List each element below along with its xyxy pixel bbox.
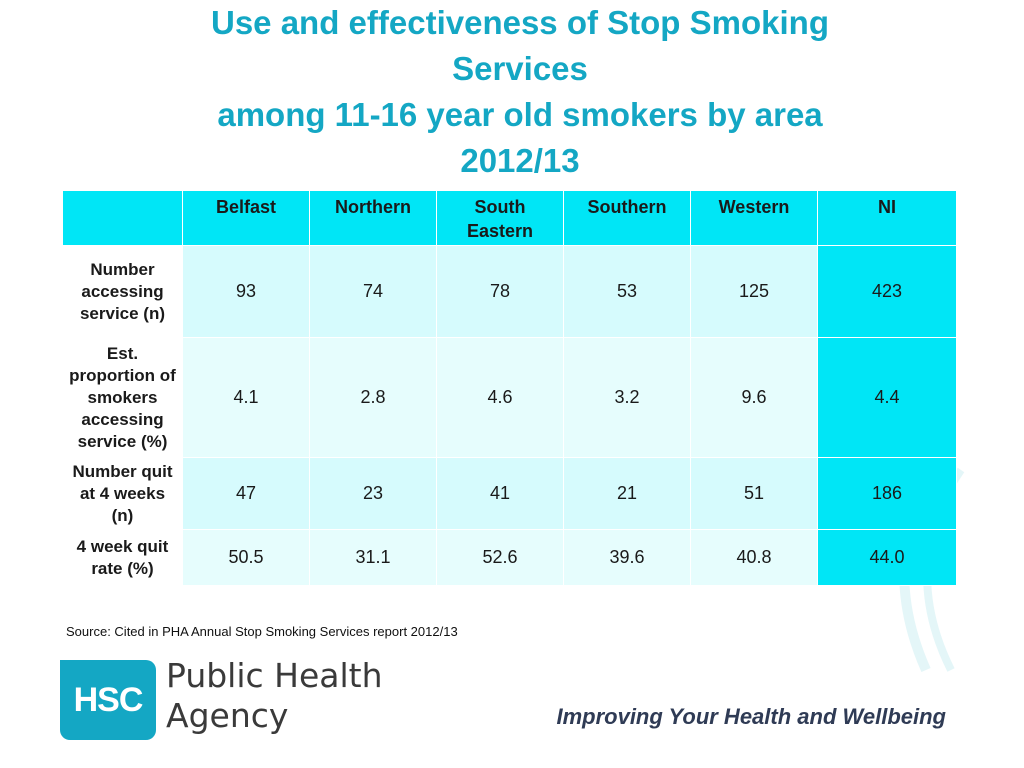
table-cell-ni: 186: [817, 457, 957, 530]
table-cell-ni: 44.0: [817, 529, 957, 586]
table-cell-ni: 423: [817, 245, 957, 338]
table-row: Number quit at 4 weeks (n) 47 23 41 21 5…: [62, 457, 957, 530]
table-row: Est. proportion of smokers accessing ser…: [62, 337, 957, 458]
table-cell: 47: [182, 457, 310, 530]
table-cell: 3.2: [563, 337, 691, 458]
row-label-text: Number quit at 4 weeks (n): [72, 461, 173, 525]
column-header: Belfast: [182, 190, 310, 246]
hsc-logo: HSC: [60, 660, 156, 740]
table-cell: 40.8: [690, 529, 818, 586]
logo-text: HSC: [73, 680, 144, 719]
column-header: Western: [690, 190, 818, 246]
column-header: Southern: [563, 190, 691, 246]
row-label: Est. proportion of smokers accessing ser…: [62, 337, 183, 458]
title-line-4: 2012/13: [460, 142, 580, 179]
table-cell: 21: [563, 457, 691, 530]
table-row: 4 week quit rate (%) 50.5 31.1 52.6 39.6…: [62, 529, 957, 586]
row-label: Number quit at 4 weeks (n): [62, 457, 183, 530]
table-cell: 51: [690, 457, 818, 530]
table-cell: 9.6: [690, 337, 818, 458]
table-cell: 39.6: [563, 529, 691, 586]
column-header-label: South Eastern: [466, 197, 534, 241]
slide-title: Use and effectiveness of Stop Smoking Se…: [110, 0, 930, 184]
table-cell: 31.1: [309, 529, 437, 586]
table-cell: 50.5: [182, 529, 310, 586]
tagline: Improving Your Health and Wellbeing: [556, 704, 946, 729]
header-corner-cell: [62, 190, 183, 246]
org-line-1: Public Health: [166, 656, 383, 695]
table-cell: 23: [309, 457, 437, 530]
table-cell: 125: [690, 245, 818, 338]
title-line-2: Services: [452, 50, 588, 87]
table-cell: 93: [182, 245, 310, 338]
table-cell: 52.6: [436, 529, 564, 586]
column-header: Northern: [309, 190, 437, 246]
row-label-text: Est. proportion of smokers accessing ser…: [69, 343, 176, 451]
table-cell: 78: [436, 245, 564, 338]
column-header: South Eastern: [436, 190, 564, 246]
table-cell-ni: 4.4: [817, 337, 957, 458]
table-row: Number accessing service (n) 93 74 78 53…: [62, 245, 957, 338]
stop-smoking-table: Belfast Northern South Eastern Southern …: [62, 190, 957, 586]
row-label: 4 week quit rate (%): [62, 529, 183, 586]
row-label-text: Number accessing service (n): [79, 259, 166, 323]
table-cell: 41: [436, 457, 564, 530]
table-cell: 74: [309, 245, 437, 338]
table-header-row: Belfast Northern South Eastern Southern …: [62, 190, 957, 246]
source-note: Source: Cited in PHA Annual Stop Smoking…: [66, 624, 458, 639]
table-cell: 4.6: [436, 337, 564, 458]
column-header: NI: [817, 190, 957, 246]
table-cell: 4.1: [182, 337, 310, 458]
title-line-1: Use and effectiveness of Stop Smoking: [211, 4, 829, 41]
row-label-text: 4 week quit rate (%): [76, 536, 169, 578]
table-cell: 2.8: [309, 337, 437, 458]
table-cell: 53: [563, 245, 691, 338]
row-label: Number accessing service (n): [62, 245, 183, 338]
org-line-2: Agency: [166, 696, 289, 735]
title-line-3: among 11-16 year old smokers by area: [217, 96, 823, 133]
organisation-name: Public Health Agency: [166, 656, 383, 736]
